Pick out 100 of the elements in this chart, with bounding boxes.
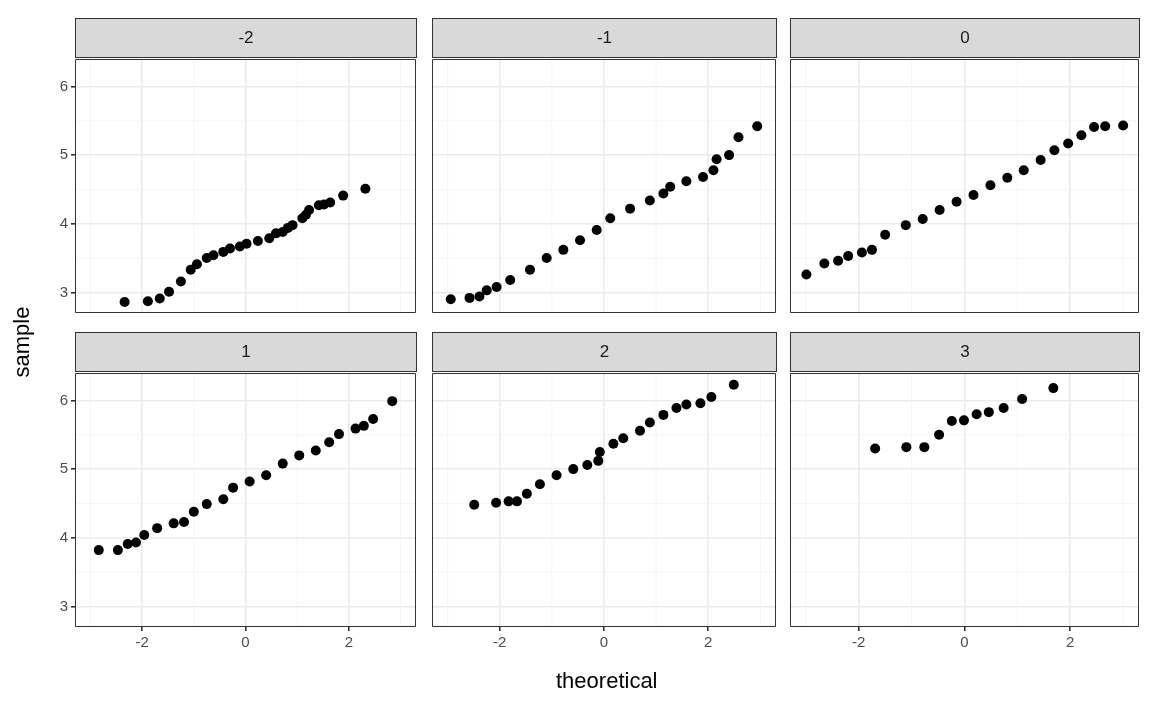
point <box>681 176 692 187</box>
chart-title: 3 <box>790 332 1140 372</box>
point <box>644 195 655 206</box>
point <box>728 379 739 390</box>
point <box>1076 130 1087 141</box>
point <box>334 429 345 440</box>
point <box>130 537 141 548</box>
chart-title: 1 <box>75 332 417 372</box>
point <box>491 281 502 292</box>
x-axis-title: theoretical <box>556 668 658 694</box>
point <box>1018 165 1029 176</box>
chart-title: 0 <box>790 18 1140 58</box>
point <box>368 414 379 424</box>
point <box>511 496 522 507</box>
point <box>1063 138 1074 149</box>
point <box>917 213 928 224</box>
point <box>310 445 321 456</box>
y-axis-title: sample <box>8 306 35 378</box>
point <box>968 189 979 200</box>
point <box>1002 172 1013 183</box>
point <box>605 213 616 224</box>
point <box>801 269 812 280</box>
point <box>919 442 930 453</box>
point <box>658 409 669 420</box>
point <box>524 264 535 275</box>
point <box>843 251 854 262</box>
point <box>228 482 239 493</box>
point <box>582 459 593 470</box>
point <box>119 297 130 308</box>
point <box>93 545 104 556</box>
y-tick-label: 5 <box>59 145 68 163</box>
y-tick-label: 3 <box>59 596 68 614</box>
point <box>324 437 335 448</box>
point <box>658 188 669 199</box>
point <box>706 392 717 403</box>
point <box>445 294 456 305</box>
chart-title: -1 <box>432 18 777 58</box>
point <box>185 264 196 275</box>
point <box>1118 120 1129 131</box>
point <box>277 458 288 469</box>
point <box>252 235 263 246</box>
point <box>733 132 744 143</box>
point <box>594 446 605 457</box>
point <box>985 180 996 191</box>
point <box>1089 121 1100 132</box>
point <box>558 244 569 255</box>
point <box>724 150 735 161</box>
point <box>505 275 516 286</box>
point <box>591 224 602 235</box>
point <box>175 276 186 287</box>
point <box>294 450 305 461</box>
x-tick-label: 2 <box>344 633 354 651</box>
point <box>474 291 485 302</box>
chart-title: 2 <box>432 332 777 372</box>
point <box>208 250 219 261</box>
point <box>711 154 722 165</box>
point <box>593 455 604 466</box>
x-tick-label: -2 <box>493 633 507 651</box>
y-tick-label: 4 <box>59 213 68 231</box>
point <box>264 233 275 244</box>
x-tick-label: 0 <box>599 633 609 651</box>
point <box>325 197 336 208</box>
point <box>154 293 165 304</box>
point <box>971 409 982 420</box>
y-tick-label: 6 <box>59 76 68 94</box>
x-tick-label: 2 <box>704 633 713 651</box>
point <box>179 516 190 527</box>
point <box>541 253 552 264</box>
x-tick-label: 2 <box>1066 633 1075 651</box>
point <box>819 258 830 269</box>
point <box>634 425 645 436</box>
point <box>521 488 532 499</box>
point <box>983 407 994 418</box>
x-tick-label: -2 <box>852 633 866 651</box>
point <box>360 183 371 194</box>
point <box>168 518 179 529</box>
point <box>551 470 562 481</box>
point <box>1035 154 1046 165</box>
point <box>218 494 229 505</box>
point <box>665 181 676 192</box>
point <box>752 121 763 132</box>
point <box>934 429 945 440</box>
point <box>464 292 475 303</box>
x-tick-label: 0 <box>241 633 250 651</box>
y-tick-label: 4 <box>59 527 68 545</box>
point <box>491 497 502 508</box>
point <box>575 235 586 246</box>
point <box>469 499 480 510</box>
point <box>225 243 235 254</box>
point <box>698 172 709 183</box>
y-tick-label: 5 <box>59 459 68 477</box>
point <box>901 442 912 453</box>
point <box>112 545 123 556</box>
point <box>644 417 655 428</box>
y-tick-label: 6 <box>59 390 68 408</box>
point <box>958 415 969 426</box>
point <box>287 220 298 231</box>
point <box>241 238 252 249</box>
point <box>152 523 163 534</box>
point <box>608 438 619 449</box>
